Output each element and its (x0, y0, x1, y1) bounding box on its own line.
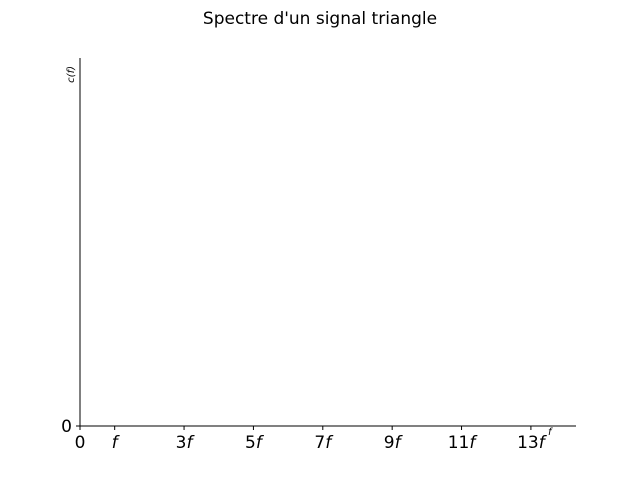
chart-title: Spectre d'un signal triangle (203, 9, 437, 29)
x-tick-label: 3f (176, 433, 196, 453)
x-tick-label: 13f (517, 433, 548, 453)
x-axis-ticks: 0 f 3f 5f 7f 9f 11f 13f (75, 426, 548, 453)
x-tick-label: f (112, 433, 121, 453)
x-tick-label: 9f (384, 433, 404, 453)
x-tick-label: 0 (75, 433, 86, 453)
x-tick-label: 11f (448, 433, 479, 453)
x-tick-label: 7f (314, 433, 334, 453)
y-tick-label: 0 (61, 417, 72, 437)
x-axis-label: f (548, 427, 553, 438)
y-axis-ticks: 0 (61, 417, 80, 437)
x-tick-label: 5f (245, 433, 265, 453)
y-axis-label: c(f) (66, 66, 77, 83)
plot-area: 0 f 3f 5f 7f 9f 11f 13f 0 (61, 58, 576, 453)
